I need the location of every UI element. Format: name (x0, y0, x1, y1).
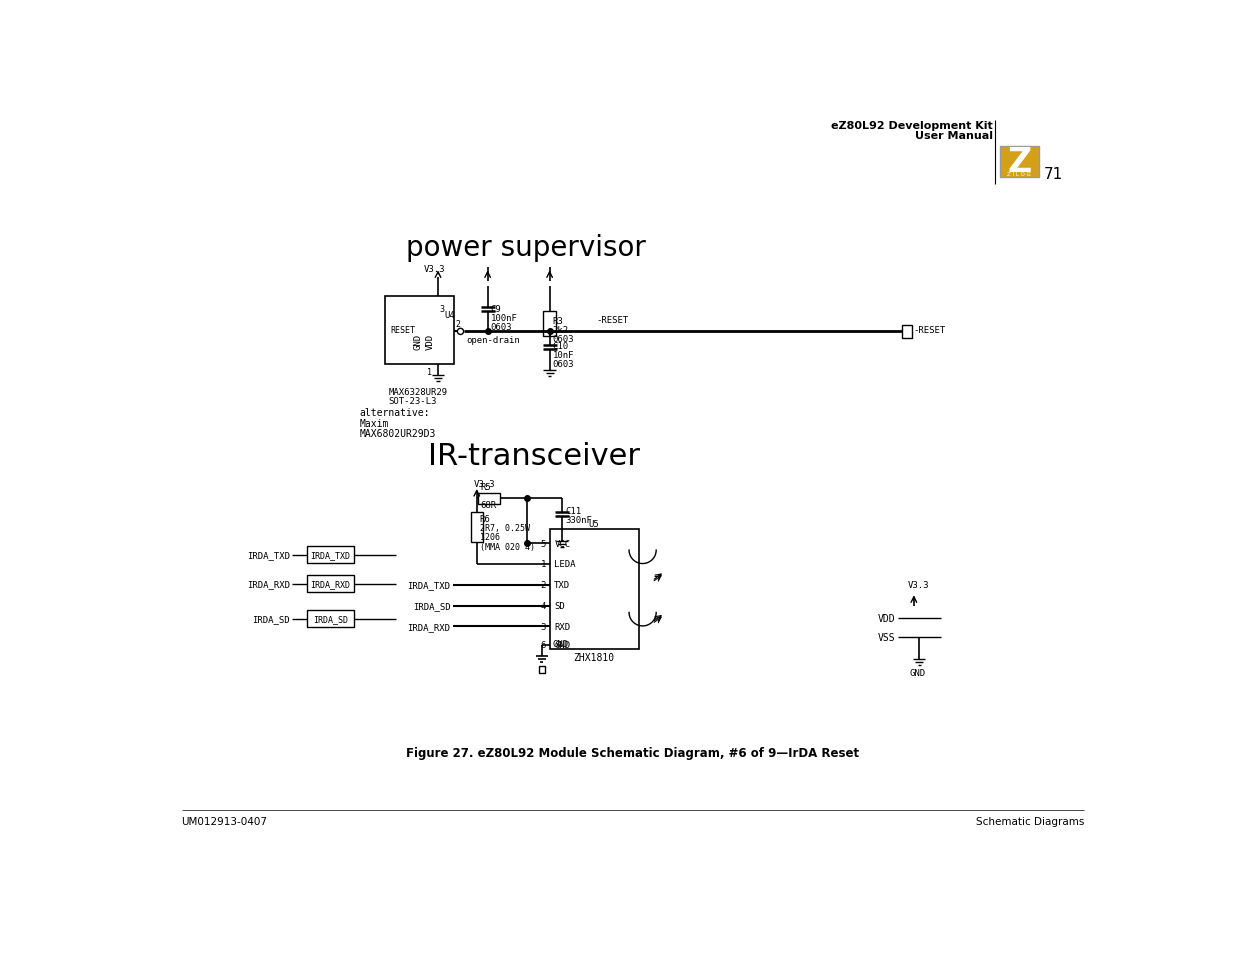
Text: IRDA_SD: IRDA_SD (312, 615, 348, 623)
Text: UM012913-0407: UM012913-0407 (182, 816, 268, 826)
Text: 3: 3 (440, 304, 445, 314)
Text: ZHX1810: ZHX1810 (573, 653, 615, 662)
Text: 0603: 0603 (553, 335, 574, 344)
Text: VSS: VSS (878, 633, 895, 642)
Text: IRDA_RXD: IRDA_RXD (247, 579, 290, 589)
Text: IRDA_TXD: IRDA_TXD (247, 551, 290, 559)
Text: SOT-23-L3: SOT-23-L3 (389, 396, 437, 406)
Text: 68R: 68R (480, 500, 496, 510)
Text: MAX6328UR29: MAX6328UR29 (389, 388, 447, 396)
Text: U4: U4 (445, 311, 454, 319)
Text: 2: 2 (454, 320, 461, 329)
Bar (543, 312, 556, 336)
Text: 330nF: 330nF (566, 516, 592, 525)
Bar (1000, 147, 1039, 177)
Bar (308, 547, 353, 563)
Text: 0603: 0603 (490, 323, 513, 332)
Text: VCC: VCC (555, 539, 571, 548)
Text: IRDA_SD: IRDA_SD (252, 615, 290, 623)
Text: GND: GND (555, 640, 571, 650)
Bar (308, 611, 353, 627)
Text: MAX6802UR29D3: MAX6802UR29D3 (359, 429, 436, 439)
Text: IRDA_TXD: IRDA_TXD (408, 580, 451, 590)
Text: Figure 27. eZ80L92 Module Schematic Diagram, #6 of 9—IrDA Reset: Figure 27. eZ80L92 Module Schematic Diag… (406, 746, 860, 760)
Text: alternative:: alternative: (359, 408, 430, 417)
Text: Maxim: Maxim (359, 418, 389, 428)
Text: IRDA_SD: IRDA_SD (412, 601, 451, 610)
Text: User Manual: User Manual (915, 132, 993, 141)
Bar (308, 576, 353, 593)
Text: 2: 2 (541, 580, 546, 590)
Text: -RESET: -RESET (597, 315, 629, 324)
Text: C9: C9 (490, 304, 501, 314)
Bar (478, 494, 500, 504)
Text: R5: R5 (480, 482, 492, 491)
Bar (550, 530, 638, 649)
Text: 0603: 0603 (553, 359, 574, 369)
Text: 4: 4 (541, 601, 546, 610)
Text: GND: GND (553, 639, 569, 648)
Text: R6: R6 (480, 515, 490, 523)
Text: V3.3: V3.3 (424, 264, 446, 274)
Text: 1: 1 (427, 368, 432, 376)
Text: RXD: RXD (555, 622, 571, 631)
Text: TXD: TXD (555, 580, 571, 590)
Text: 2k2: 2k2 (553, 326, 569, 335)
Text: IRDA_TXD: IRDA_TXD (310, 551, 351, 559)
Text: V3.3: V3.3 (474, 479, 495, 488)
Text: 1: 1 (541, 559, 546, 569)
Text: 6: 6 (541, 640, 546, 650)
Text: GND: GND (414, 334, 422, 350)
Text: 3: 3 (541, 622, 546, 631)
Text: -RESET: -RESET (913, 326, 945, 335)
Text: LEDA: LEDA (555, 559, 576, 569)
Text: IRDA_RXD: IRDA_RXD (408, 622, 451, 631)
Text: R3: R3 (553, 316, 563, 326)
Text: C10: C10 (553, 341, 569, 351)
Bar (471, 513, 483, 542)
Text: 71: 71 (1044, 167, 1062, 182)
Text: IR-transceiver: IR-transceiver (429, 441, 640, 470)
Text: V3.3: V3.3 (908, 580, 929, 590)
Text: C11: C11 (566, 507, 582, 516)
Bar (385, 296, 453, 364)
Text: power supervisor: power supervisor (406, 233, 646, 261)
Text: 2R7, 0.25W: 2R7, 0.25W (480, 523, 530, 533)
Text: open-drain: open-drain (466, 335, 520, 345)
Text: Z I L O G: Z I L O G (1008, 172, 1031, 177)
Text: VDD: VDD (878, 613, 895, 623)
Bar (538, 667, 545, 673)
Text: 10nF: 10nF (553, 351, 574, 359)
Bar (903, 326, 911, 338)
Text: Z: Z (1008, 146, 1031, 178)
Text: SD: SD (555, 601, 566, 610)
Text: Schematic Diagrams: Schematic Diagrams (976, 816, 1084, 826)
Text: 5: 5 (541, 539, 546, 548)
Text: GND: GND (909, 668, 925, 678)
Text: 1206: 1206 (480, 533, 500, 542)
Text: 100nF: 100nF (490, 314, 517, 322)
Text: U5: U5 (589, 519, 599, 528)
Text: VDD: VDD (426, 334, 435, 350)
Text: IRDA_RXD: IRDA_RXD (310, 579, 351, 589)
Text: eZ80L92 Development Kit: eZ80L92 Development Kit (831, 120, 993, 131)
Text: (MMA 020 4): (MMA 020 4) (480, 542, 535, 551)
Text: RESET: RESET (390, 326, 415, 335)
